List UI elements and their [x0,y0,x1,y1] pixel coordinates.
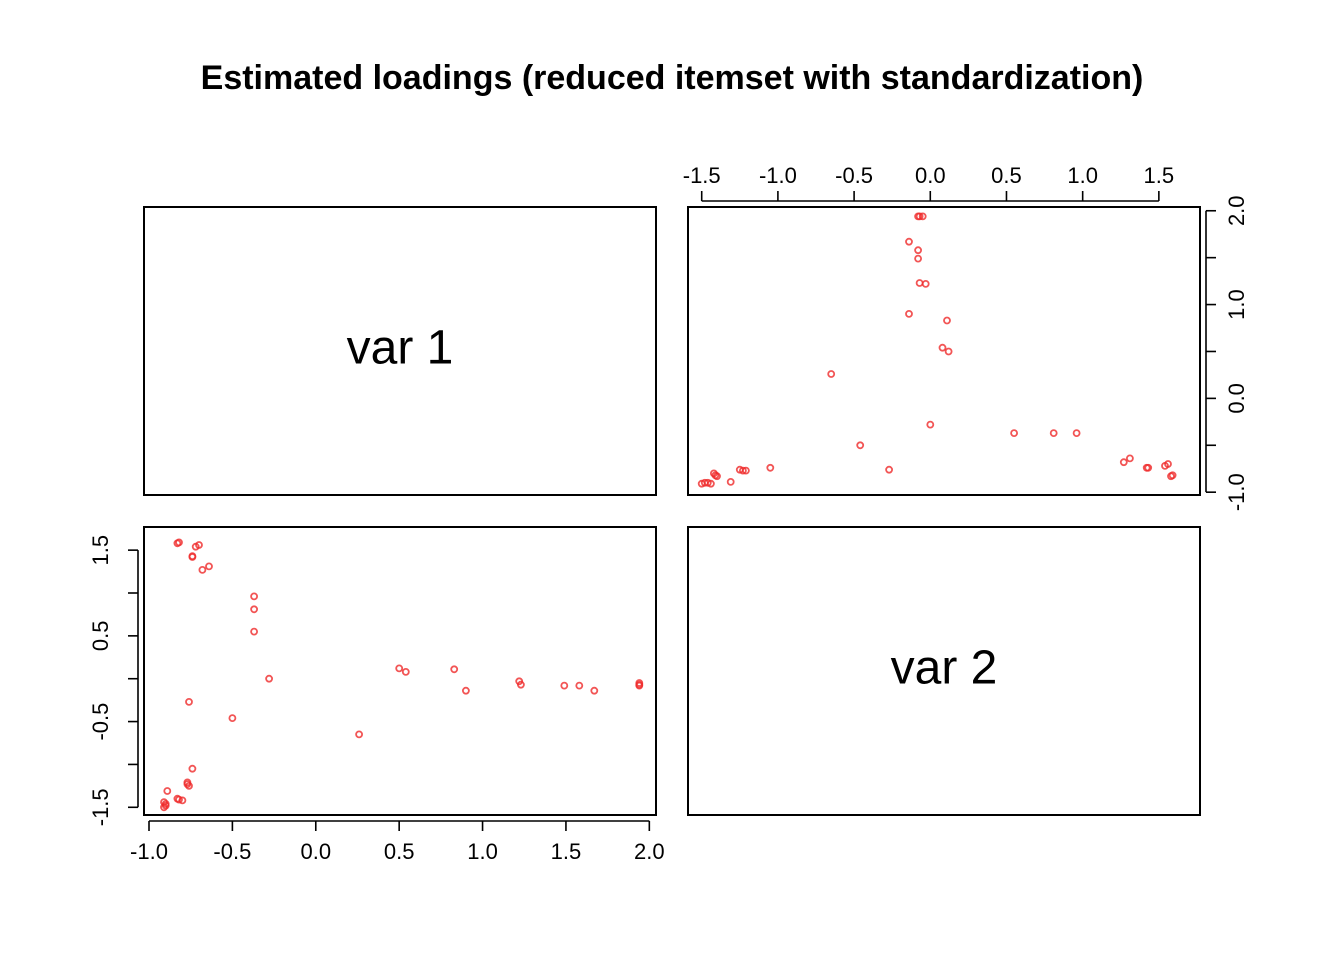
data-point [885,465,893,474]
data-point [726,477,735,486]
data-point [915,279,924,287]
data-point [590,686,599,695]
right-axis-var1: -1.0 0.0 1.0 2.0 [1205,195,1249,511]
data-point [944,347,953,356]
data-point [185,782,193,790]
data-point [1126,454,1134,463]
data-point [250,627,259,636]
diagonal-label-var1: var 1 [347,322,454,375]
tick-label: -0.5 [213,839,251,864]
tick-label: 0.5 [384,839,415,864]
data-point [250,592,259,601]
tick-label: 1.5 [1144,163,1175,188]
data-point [905,237,913,246]
data-point [1144,463,1153,472]
data-point [163,787,172,795]
data-point [635,681,644,690]
top-axis-var2: -1.5 -1.0 -0.5 0.0 0.5 1.0 1.5 [683,163,1175,202]
data-point [1119,458,1128,467]
data-point [914,254,922,263]
data-point [195,541,203,549]
data-point [1072,429,1081,438]
tick-label: -1.0 [759,163,797,188]
data-point [1010,429,1018,438]
data-point [938,343,947,352]
data-point [735,465,744,474]
tick-label: -0.5 [88,703,113,741]
tick-label: 2.0 [1224,195,1249,226]
data-point [905,309,913,318]
points-upper-panel [697,212,1177,488]
panel-var1-label [143,206,657,496]
data-point [188,764,197,773]
data-point [185,698,193,706]
data-point [355,730,364,739]
tick-label: 0.5 [88,621,113,652]
tick-label: 1.0 [1224,289,1249,320]
panel-var2-vs-var1 [143,526,657,816]
tick-label: 0.0 [915,163,946,188]
panel-var1-vs-var2 [687,206,1201,496]
tick-label: 1.5 [88,535,113,566]
tick-label: 1.5 [551,839,582,864]
data-point [697,479,706,488]
data-point [461,686,470,695]
data-point [710,469,718,478]
panel-var2-label [687,526,1201,816]
diagonal-label-var2: var 2 [891,642,998,695]
data-point [560,681,569,690]
tick-label: -0.5 [835,163,873,188]
data-point [1164,460,1172,468]
data-point [766,463,775,472]
points-lower-panel [160,538,644,812]
tick-label: 1.0 [1067,163,1098,188]
data-point [228,714,237,722]
data-point [250,605,259,614]
data-point [175,538,183,547]
bottom-axis-var1: -1.0 -0.5 0.0 0.5 1.0 1.5 2.0 [130,820,665,864]
data-point [856,441,865,450]
data-point [401,668,410,676]
data-point [175,795,183,804]
data-point [926,420,935,429]
tick-label: 0.5 [991,163,1022,188]
data-point [205,562,213,571]
tick-label: -1.5 [683,163,721,188]
tick-label: -1.5 [88,788,113,826]
tick-label: 1.0 [467,839,498,864]
data-point [1168,471,1177,480]
data-point [914,212,922,221]
data-point [943,316,951,325]
chart-title: Estimated loadings (reduced itemset with… [201,59,1144,97]
tick-label: -1.0 [130,839,168,864]
data-point [517,680,525,689]
data-point [265,674,274,683]
data-point [575,681,584,690]
data-point [160,803,168,812]
data-point [198,566,207,574]
data-point [918,212,927,221]
tick-label: 0.0 [1224,383,1249,414]
data-point [921,279,930,288]
data-point [914,246,922,255]
tick-label: -1.0 [1224,473,1249,511]
data-point [188,552,197,560]
data-point [178,796,187,805]
data-point [395,664,404,673]
tick-label: 2.0 [634,839,665,864]
tick-label: 0.0 [300,839,331,864]
data-point [1049,429,1058,438]
data-point [450,665,459,674]
data-point [827,370,836,378]
left-axis-var2: -1.5 -0.5 0.5 1.5 [88,535,139,826]
